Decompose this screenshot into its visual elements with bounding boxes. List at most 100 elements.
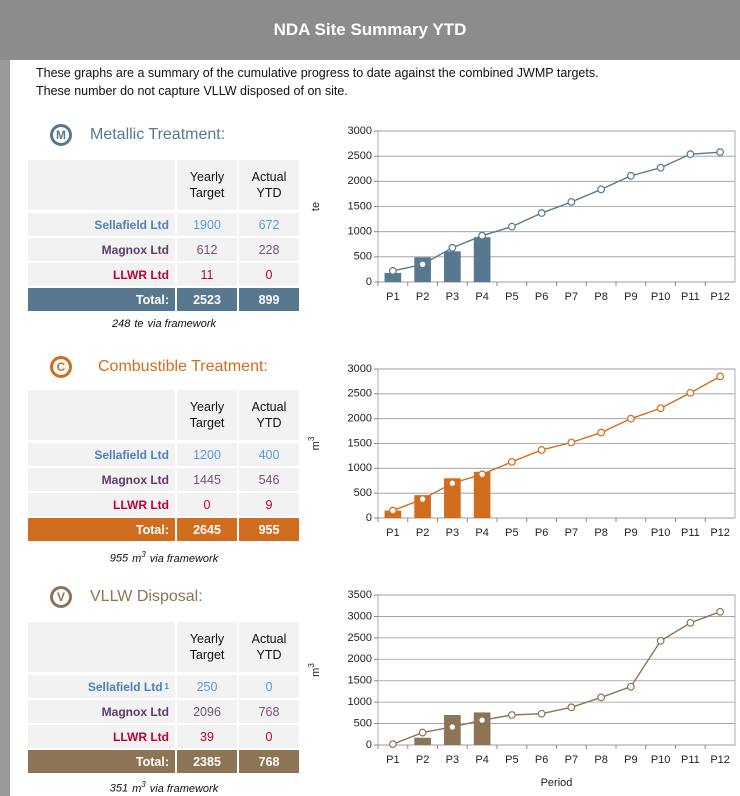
x-tick-label: P11 — [681, 754, 700, 766]
table-value: 612 — [177, 238, 237, 261]
chart: 0 500 1000 1500 2000 2500 3000 3500 m3 P1 P2 P3 P4 P5… — [307, 589, 736, 789]
y-tick-label: 1500 — [348, 200, 372, 212]
x-tick-label: P5 — [505, 754, 518, 766]
column-header: Actual YTD — [239, 622, 299, 672]
row-name: Magnox Ltd — [101, 472, 169, 487]
line-marker — [567, 438, 576, 447]
x-tick-label: P1 — [386, 754, 399, 766]
x-tick-label: P8 — [594, 291, 607, 303]
column-header: Yearly Target — [177, 622, 237, 672]
section-title: Combustible Treatment: — [98, 358, 268, 375]
column-header: Yearly Target — [177, 390, 237, 440]
table-value: 1445 — [177, 468, 237, 491]
line-marker — [507, 222, 516, 231]
bar — [473, 237, 491, 282]
table-value: 1200 — [177, 443, 237, 466]
intro-line: These number do not capture VLLW dispose… — [36, 84, 348, 98]
header-title: NDA Site Summary YTD — [0, 0, 740, 60]
side-strip — [0, 0, 10, 796]
table-value: 0 — [239, 263, 299, 286]
y-tick-label: 2500 — [348, 150, 372, 162]
line-marker — [626, 414, 635, 423]
note: 955 m3 via framework — [28, 550, 300, 565]
row-name-cell: Magnox Ltd — [28, 700, 175, 723]
row-name: Magnox Ltd — [101, 704, 169, 719]
line-marker — [448, 479, 457, 488]
column-header: Actual YTD — [239, 160, 299, 210]
x-tick-label: P4 — [475, 527, 488, 539]
line-marker — [656, 404, 665, 413]
x-tick-label: P9 — [624, 527, 637, 539]
plot-area — [377, 594, 736, 746]
note-value: 351 — [109, 782, 129, 795]
x-tick-label: P5 — [505, 527, 518, 539]
x-tick-label: P6 — [535, 291, 548, 303]
line-marker — [418, 728, 427, 737]
table-value: 546 — [239, 468, 299, 491]
line-marker — [537, 209, 546, 217]
line-marker — [507, 457, 516, 466]
line — [392, 611, 721, 745]
y-tick-label: 2000 — [348, 653, 372, 665]
total-value: 768 — [239, 750, 299, 773]
line-marker — [597, 693, 606, 702]
x-tick-label: P12 — [710, 291, 730, 303]
line-marker — [418, 495, 427, 504]
line-marker — [478, 716, 487, 725]
row-name: Sellafield Ltd — [94, 217, 169, 232]
row-name-cell: Sellafield Ltd — [28, 443, 175, 466]
x-tick-label: P2 — [416, 527, 429, 539]
line-marker — [716, 372, 725, 381]
table-value: 400 — [239, 443, 299, 466]
x-tick-label: P1 — [386, 527, 399, 539]
line-marker — [478, 470, 487, 479]
section-icon: M — [50, 124, 72, 146]
chart: 0 500 1000 1500 2000 2500 3000 te P1 P2 P3 P4 P5 P6 P7… — [310, 125, 736, 303]
x-tick-label: P3 — [446, 291, 459, 303]
x-tick-label: P12 — [710, 754, 730, 766]
total-value: 899 — [239, 288, 299, 311]
x-tick-label: P9 — [624, 754, 637, 766]
bar — [384, 272, 402, 282]
line — [392, 151, 721, 272]
y-tick-label: 500 — [354, 487, 372, 499]
table-value: 672 — [239, 213, 299, 236]
x-tick-label: P2 — [416, 291, 429, 303]
line-marker — [686, 388, 695, 397]
y-tick-label: 1500 — [348, 675, 372, 687]
y-tick-label: 3000 — [348, 125, 372, 137]
y-tick-label: 0 — [366, 739, 372, 751]
section-icon: C — [50, 356, 72, 378]
x-tick-label: P5 — [505, 291, 518, 303]
line-marker — [686, 618, 695, 627]
table-value: 1900 — [177, 213, 237, 236]
table-value: 11 — [177, 263, 237, 286]
x-tick-label: P7 — [565, 527, 578, 539]
line-marker — [716, 607, 725, 616]
bar — [473, 471, 491, 518]
line-marker — [716, 148, 725, 157]
total-value: 2385 — [177, 750, 237, 773]
bar — [444, 251, 461, 282]
bar — [414, 257, 431, 282]
row-name-cell: Magnox Ltd — [28, 238, 175, 261]
line-marker — [388, 267, 397, 275]
row-name-cell: Magnox Ltd — [28, 468, 175, 491]
note-value: 248 — [111, 318, 131, 330]
table-value: 9 — [239, 493, 299, 516]
y-tick-label: 3000 — [348, 363, 372, 375]
line-marker — [537, 709, 546, 718]
x-tick-label: P1 — [386, 291, 399, 303]
line-marker — [656, 163, 665, 172]
line-marker — [597, 185, 606, 194]
section-icon: V — [50, 586, 72, 608]
row-name: LLWR Ltd — [113, 497, 169, 512]
line-marker — [418, 260, 427, 269]
x-tick-label: P2 — [416, 754, 429, 766]
y-axis-label-sup: 3 — [307, 436, 316, 441]
line-marker — [567, 703, 576, 712]
line-marker — [567, 198, 576, 206]
bar — [444, 478, 461, 518]
note-unit: te — [134, 318, 144, 330]
line-marker — [448, 723, 457, 731]
